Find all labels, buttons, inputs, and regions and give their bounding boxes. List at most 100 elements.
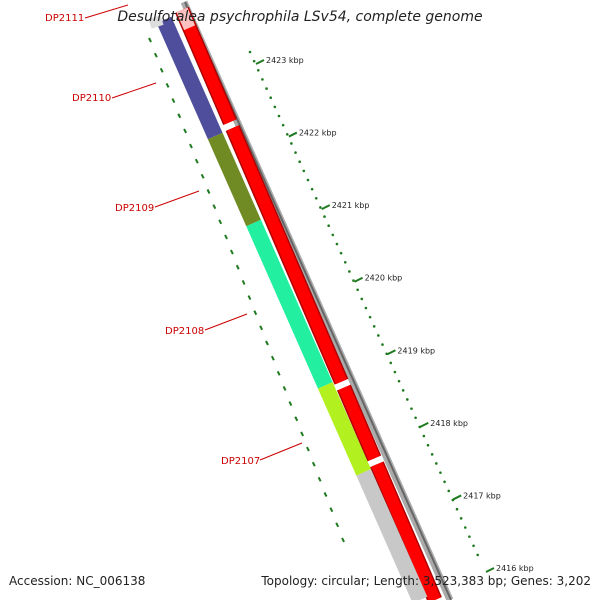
scale-dot	[294, 151, 297, 154]
gene-feature-dp2110	[156, 16, 223, 140]
track-tick	[270, 355, 275, 361]
scale-dot	[385, 352, 388, 356]
track-tick	[241, 279, 246, 285]
scale-dot	[356, 288, 359, 292]
gene-feature-dp2111	[148, 15, 164, 29]
track-tick	[300, 431, 304, 437]
scale-dot	[265, 87, 268, 90]
scale-dot	[443, 480, 446, 484]
scale-dot	[435, 462, 438, 465]
map-title: Desulfotalea psychrophila LSv54, complet…	[117, 9, 483, 25]
gene-label-dp2108: DP2108	[165, 326, 204, 337]
scale-major-tick	[485, 567, 495, 573]
scale-dot	[327, 224, 330, 228]
scale-dot	[319, 206, 322, 209]
genome-summary-text: Topology: circular; Length: 3,523,383 bp…	[261, 574, 591, 588]
cds-feature-0	[176, 7, 236, 125]
scale-dot	[468, 535, 471, 538]
scale-dot	[335, 242, 339, 246]
track-tick	[218, 219, 223, 225]
gene-leader-line	[84, 4, 129, 19]
track-tick	[212, 204, 217, 210]
scale-dot	[343, 261, 347, 264]
track-tick	[282, 386, 287, 391]
scale-dot	[389, 361, 393, 365]
track-tick	[329, 507, 334, 513]
track-tick	[189, 143, 193, 149]
scale-dot	[455, 507, 459, 511]
track-tick	[317, 476, 322, 482]
scale-label: 2418 kbp	[430, 419, 468, 428]
scale-label: 2419 kbp	[397, 346, 435, 355]
scale-major-tick	[288, 131, 298, 138]
cds-feature-faded	[176, 7, 196, 31]
track-tick	[177, 113, 182, 119]
track-tick	[311, 461, 316, 467]
scale-dot	[277, 114, 281, 118]
scale-label: 2420 kbp	[365, 274, 403, 283]
scale-dot	[281, 123, 285, 127]
track-tick	[148, 37, 152, 43]
scale-label: 2417 kbp	[463, 491, 501, 500]
gene-leader-line	[154, 190, 200, 208]
scale-major-tick	[354, 276, 364, 283]
scale-dot	[248, 50, 252, 54]
track-tick	[159, 67, 164, 73]
cds-feature-3	[371, 461, 441, 600]
scale-dot	[422, 434, 426, 438]
gene-feature-unlabeled	[356, 469, 428, 600]
scale-major-tick	[386, 349, 396, 356]
track-tick	[306, 446, 310, 452]
scale-label: 2423 kbp	[266, 56, 304, 65]
track-tick	[183, 128, 187, 134]
track-tick	[235, 264, 240, 270]
track-tick	[335, 522, 340, 528]
track-tick	[153, 52, 158, 58]
scale-dot	[252, 59, 256, 63]
scale-dot	[406, 398, 409, 401]
scale-dot	[447, 489, 451, 493]
scale-dot	[269, 96, 273, 100]
scale-dot	[377, 334, 380, 337]
scale-dot	[430, 453, 434, 456]
scale-major-tick	[255, 59, 265, 65]
scale-dot	[372, 325, 376, 328]
scale-dot	[323, 215, 326, 218]
accession-text: Accession: NC_006138	[9, 574, 146, 588]
scale-label: 2416 kbp	[496, 564, 534, 573]
track-tick	[224, 234, 228, 240]
scale-major-tick	[419, 421, 429, 428]
track-tick	[294, 416, 299, 422]
scale-dot	[290, 142, 293, 145]
scale-dot	[302, 169, 306, 173]
scale-dot	[401, 389, 405, 392]
scale-dot	[463, 526, 467, 529]
scale-dot	[261, 78, 264, 81]
cds-feature-1	[227, 125, 347, 385]
track-tick	[206, 189, 211, 194]
scale-dot	[414, 416, 417, 420]
scale-dot	[348, 270, 351, 273]
scale-dot	[298, 160, 301, 164]
scale-dot	[306, 178, 310, 182]
gene-feature-dp2108	[246, 219, 333, 389]
track-tick	[276, 370, 281, 376]
track-tick	[253, 310, 258, 316]
scale-dot	[426, 443, 430, 447]
scale-dot	[360, 297, 364, 301]
scale-dot	[476, 553, 480, 557]
scale-dot	[472, 544, 475, 548]
gene-leader-line	[204, 313, 248, 331]
scale-dot	[310, 187, 314, 191]
track-tick	[230, 249, 234, 255]
track-tick	[341, 537, 345, 543]
scale-label: 2422 kbp	[299, 129, 337, 138]
scale-dot	[352, 279, 355, 282]
scale-dot	[439, 471, 442, 474]
gene-leader-line	[259, 442, 303, 461]
scale-dot	[256, 68, 260, 72]
scale-label: 2421 kbp	[332, 201, 370, 210]
track-tick	[247, 295, 252, 300]
